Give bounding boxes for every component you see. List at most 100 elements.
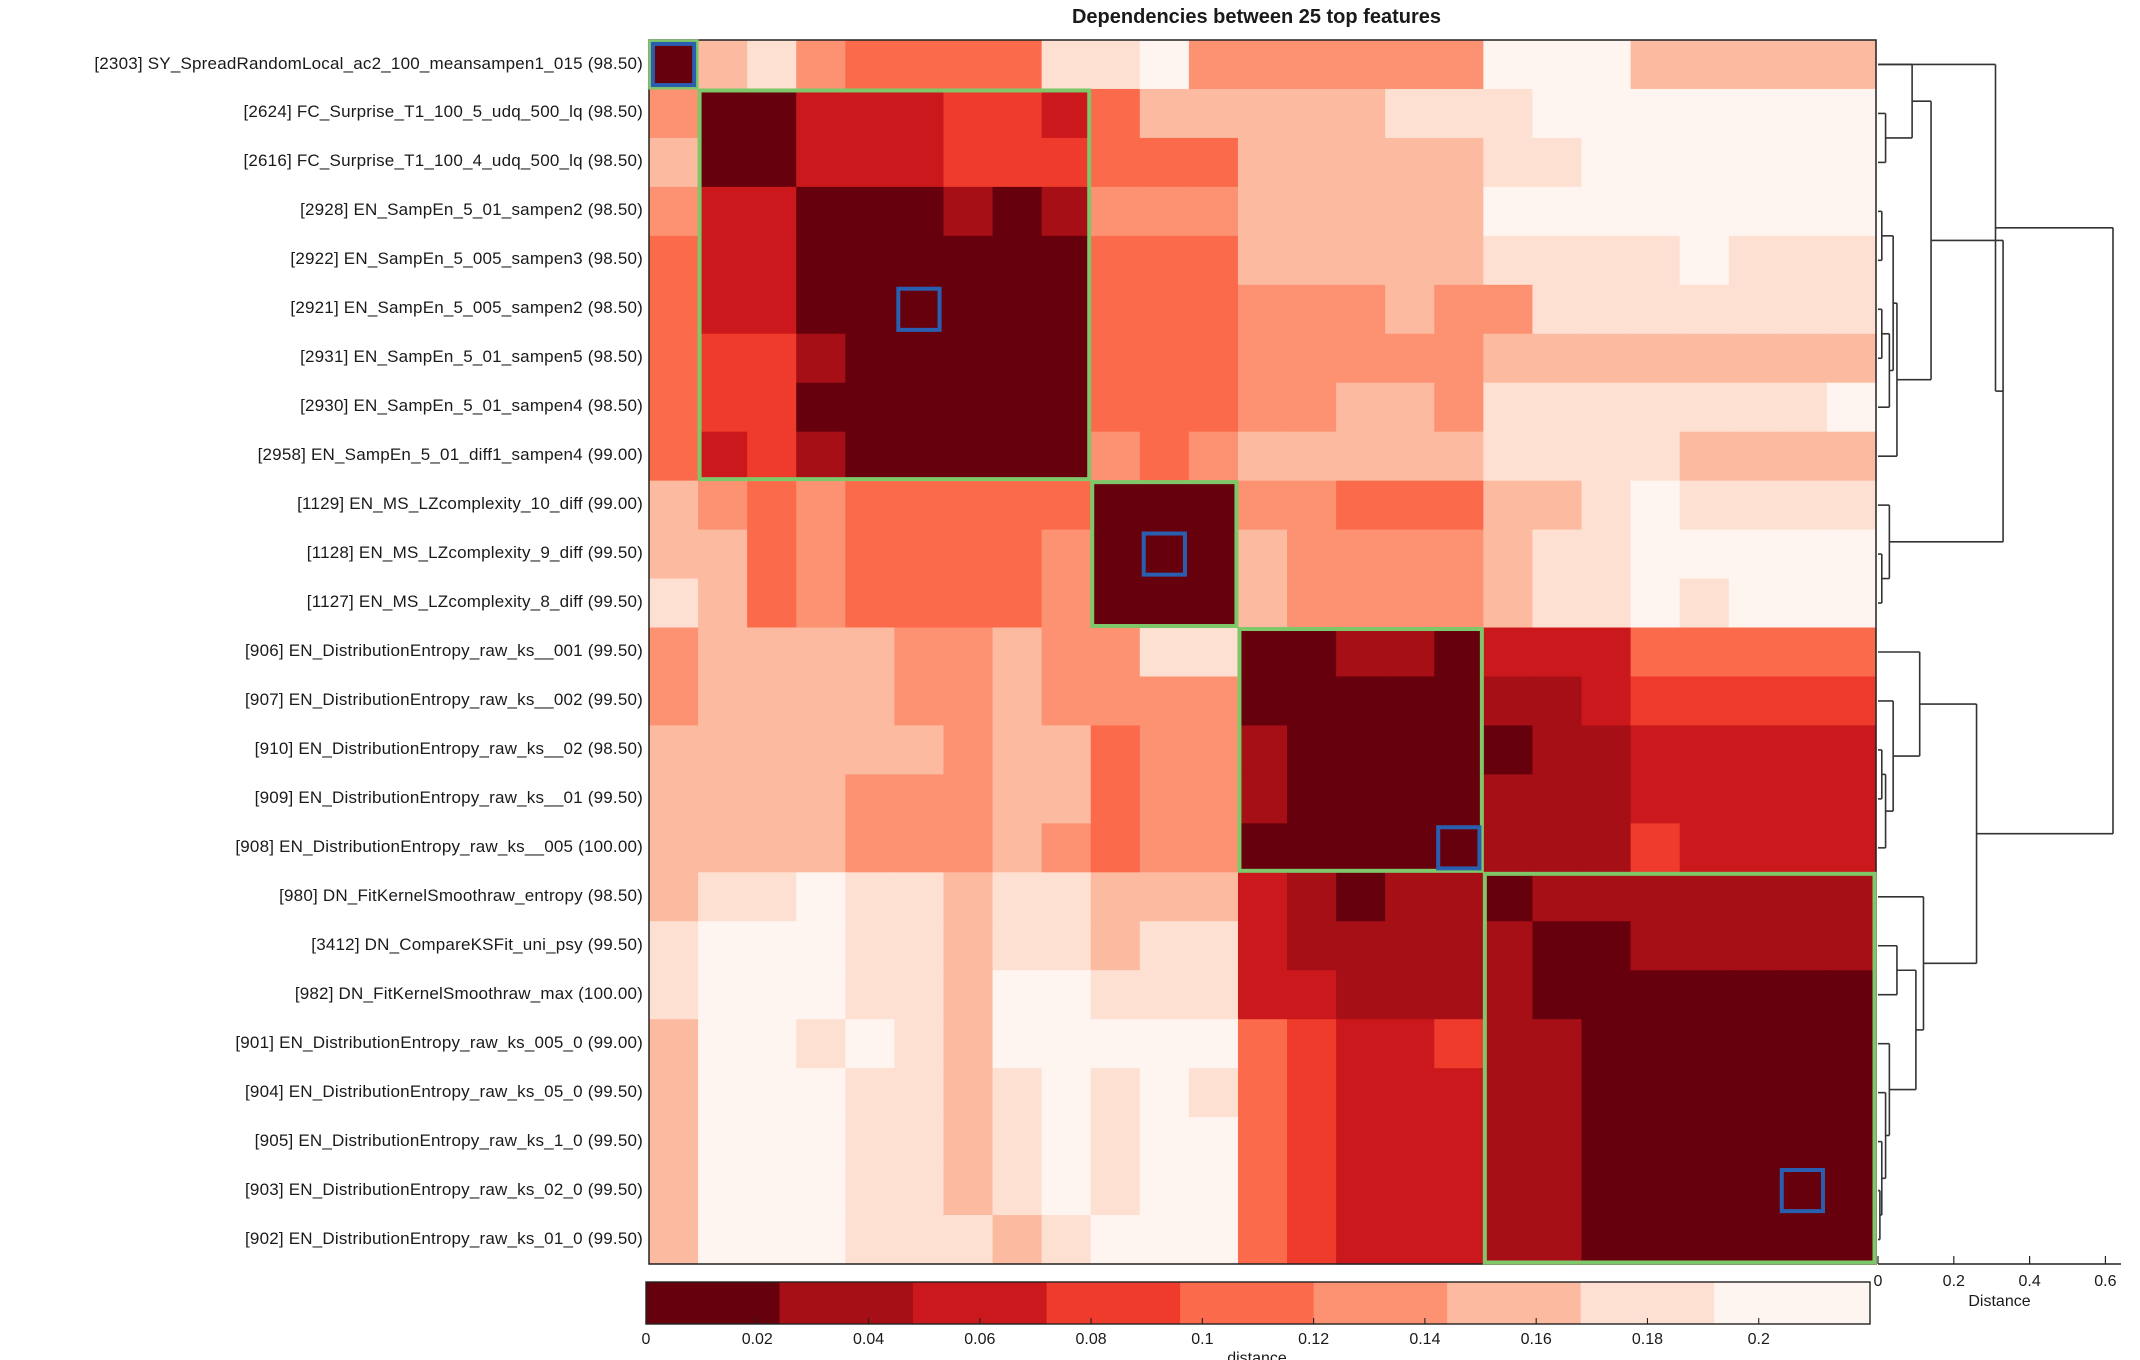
heatmap-cell	[1728, 578, 1779, 629]
heatmap-cell	[1728, 970, 1779, 1020]
heatmap-cell	[1188, 578, 1239, 629]
heatmap-cell	[1287, 186, 1337, 237]
heatmap-cell	[1090, 1019, 1141, 1069]
heatmap-cell	[1041, 40, 1092, 90]
heatmap-cell	[747, 921, 797, 971]
heatmap-cell	[943, 137, 994, 188]
heatmap-cell	[1336, 578, 1386, 629]
heatmap-cell	[1679, 872, 1730, 922]
heatmap-cell	[1777, 676, 1828, 727]
heatmap-cell	[698, 725, 748, 775]
heatmap-cell	[1777, 284, 1828, 335]
heatmap-cell	[992, 1019, 1043, 1069]
heatmap-cell	[1532, 529, 1583, 580]
heatmap-cell	[1826, 1068, 1877, 1118]
heatmap-cell	[943, 480, 994, 531]
heatmap-cell	[1287, 1019, 1337, 1069]
heatmap-cell	[1630, 1019, 1681, 1069]
heatmap-cell	[1434, 480, 1484, 531]
heatmap-cell	[1532, 970, 1583, 1020]
row-label: [906] EN_DistributionEntropy_raw_ks__001…	[245, 641, 643, 660]
heatmap-cell	[1237, 529, 1288, 580]
heatmap-cell	[992, 137, 1043, 188]
heatmap-cell	[1139, 872, 1190, 922]
heatmap-cell	[992, 1166, 1043, 1216]
heatmap-cell	[1139, 431, 1190, 482]
heatmap-cell	[1139, 1068, 1190, 1118]
heatmap-cell	[1188, 284, 1239, 335]
heatmap-cell	[1630, 774, 1681, 824]
heatmap-cell	[1728, 1068, 1779, 1118]
heatmap-cell	[845, 578, 895, 629]
heatmap-cell	[747, 480, 797, 531]
heatmap-cell	[845, 137, 895, 188]
heatmap-cell	[1287, 88, 1337, 139]
row-label: [3412] DN_CompareKSFit_uni_psy (99.50)	[311, 934, 643, 954]
heatmap-cell	[1385, 137, 1435, 188]
heatmap-cell	[796, 1117, 846, 1167]
colorbar-swatch	[779, 1282, 914, 1324]
heatmap-cell	[747, 823, 797, 873]
heatmap-cell	[1483, 333, 1534, 384]
heatmap-cell	[992, 1117, 1043, 1167]
heatmap-cell	[747, 1068, 797, 1118]
heatmap-cell	[1630, 1166, 1681, 1216]
heatmap-cell	[1041, 1068, 1092, 1118]
heatmap-cell	[894, 40, 945, 90]
heatmap-cell	[649, 970, 699, 1020]
colorbar-border	[645, 1281, 1871, 1325]
heatmap-cell	[1237, 431, 1288, 482]
heatmap-cell	[698, 1068, 748, 1118]
heatmap-cell	[1041, 137, 1092, 188]
heatmap-cell	[1434, 529, 1484, 580]
heatmap-cell	[992, 578, 1043, 629]
heatmap-cell	[649, 88, 699, 139]
heatmap-cell	[649, 1068, 699, 1118]
heatmap-cell	[1728, 627, 1779, 678]
heatmap-cell	[1090, 627, 1141, 678]
heatmap-cell	[796, 578, 846, 629]
row-label: [2921] EN_SampEn_5_005_sampen2 (98.50)	[290, 298, 643, 318]
dendrogram-tick-label: 0	[1874, 1273, 1883, 1290]
heatmap-cell	[796, 1019, 846, 1069]
heatmap-cell	[1385, 676, 1435, 727]
heatmap-cell	[649, 431, 699, 482]
heatmap-cell	[1336, 627, 1386, 678]
heatmap-cell	[1679, 1166, 1730, 1216]
heatmap-cell	[1777, 529, 1828, 580]
heatmap-cell	[1139, 1166, 1190, 1216]
heatmap-cell	[1483, 970, 1534, 1020]
heatmap-cell	[1336, 1019, 1386, 1069]
heatmap-cell	[1728, 1166, 1779, 1216]
heatmap-cell	[1777, 774, 1828, 824]
heatmap-cell	[1532, 88, 1583, 139]
heatmap-cell	[747, 970, 797, 1020]
heatmap-cell	[1581, 872, 1632, 922]
heatmap-cell	[698, 40, 748, 90]
heatmap-cell	[1483, 137, 1534, 188]
heatmap-cell	[1679, 970, 1730, 1020]
heatmap-cell	[1630, 186, 1681, 237]
heatmap-cell	[796, 1068, 846, 1118]
heatmap-cell	[1581, 40, 1632, 90]
heatmap-cell	[1287, 774, 1337, 824]
heatmap-cell	[1287, 1166, 1337, 1216]
heatmap-cell	[992, 186, 1043, 237]
heatmap-cell	[1139, 333, 1190, 384]
heatmap-cell	[1385, 872, 1435, 922]
heatmap-cell	[1287, 137, 1337, 188]
heatmap-cell	[1041, 431, 1092, 482]
heatmap-cell	[943, 431, 994, 482]
heatmap-cell	[1237, 823, 1288, 873]
heatmap-cell	[943, 823, 994, 873]
heatmap-cell	[1826, 725, 1877, 775]
heatmap-cell	[894, 529, 945, 580]
heatmap-cell	[1385, 823, 1435, 873]
colorbar-tick-label: 0.1	[1191, 1331, 1213, 1348]
heatmap-cell	[698, 333, 748, 384]
heatmap-cell	[796, 1215, 846, 1265]
heatmap-cell	[943, 88, 994, 139]
heatmap-cell	[1385, 40, 1435, 90]
heatmap-cell	[1090, 333, 1141, 384]
heatmap-cell	[1826, 529, 1877, 580]
